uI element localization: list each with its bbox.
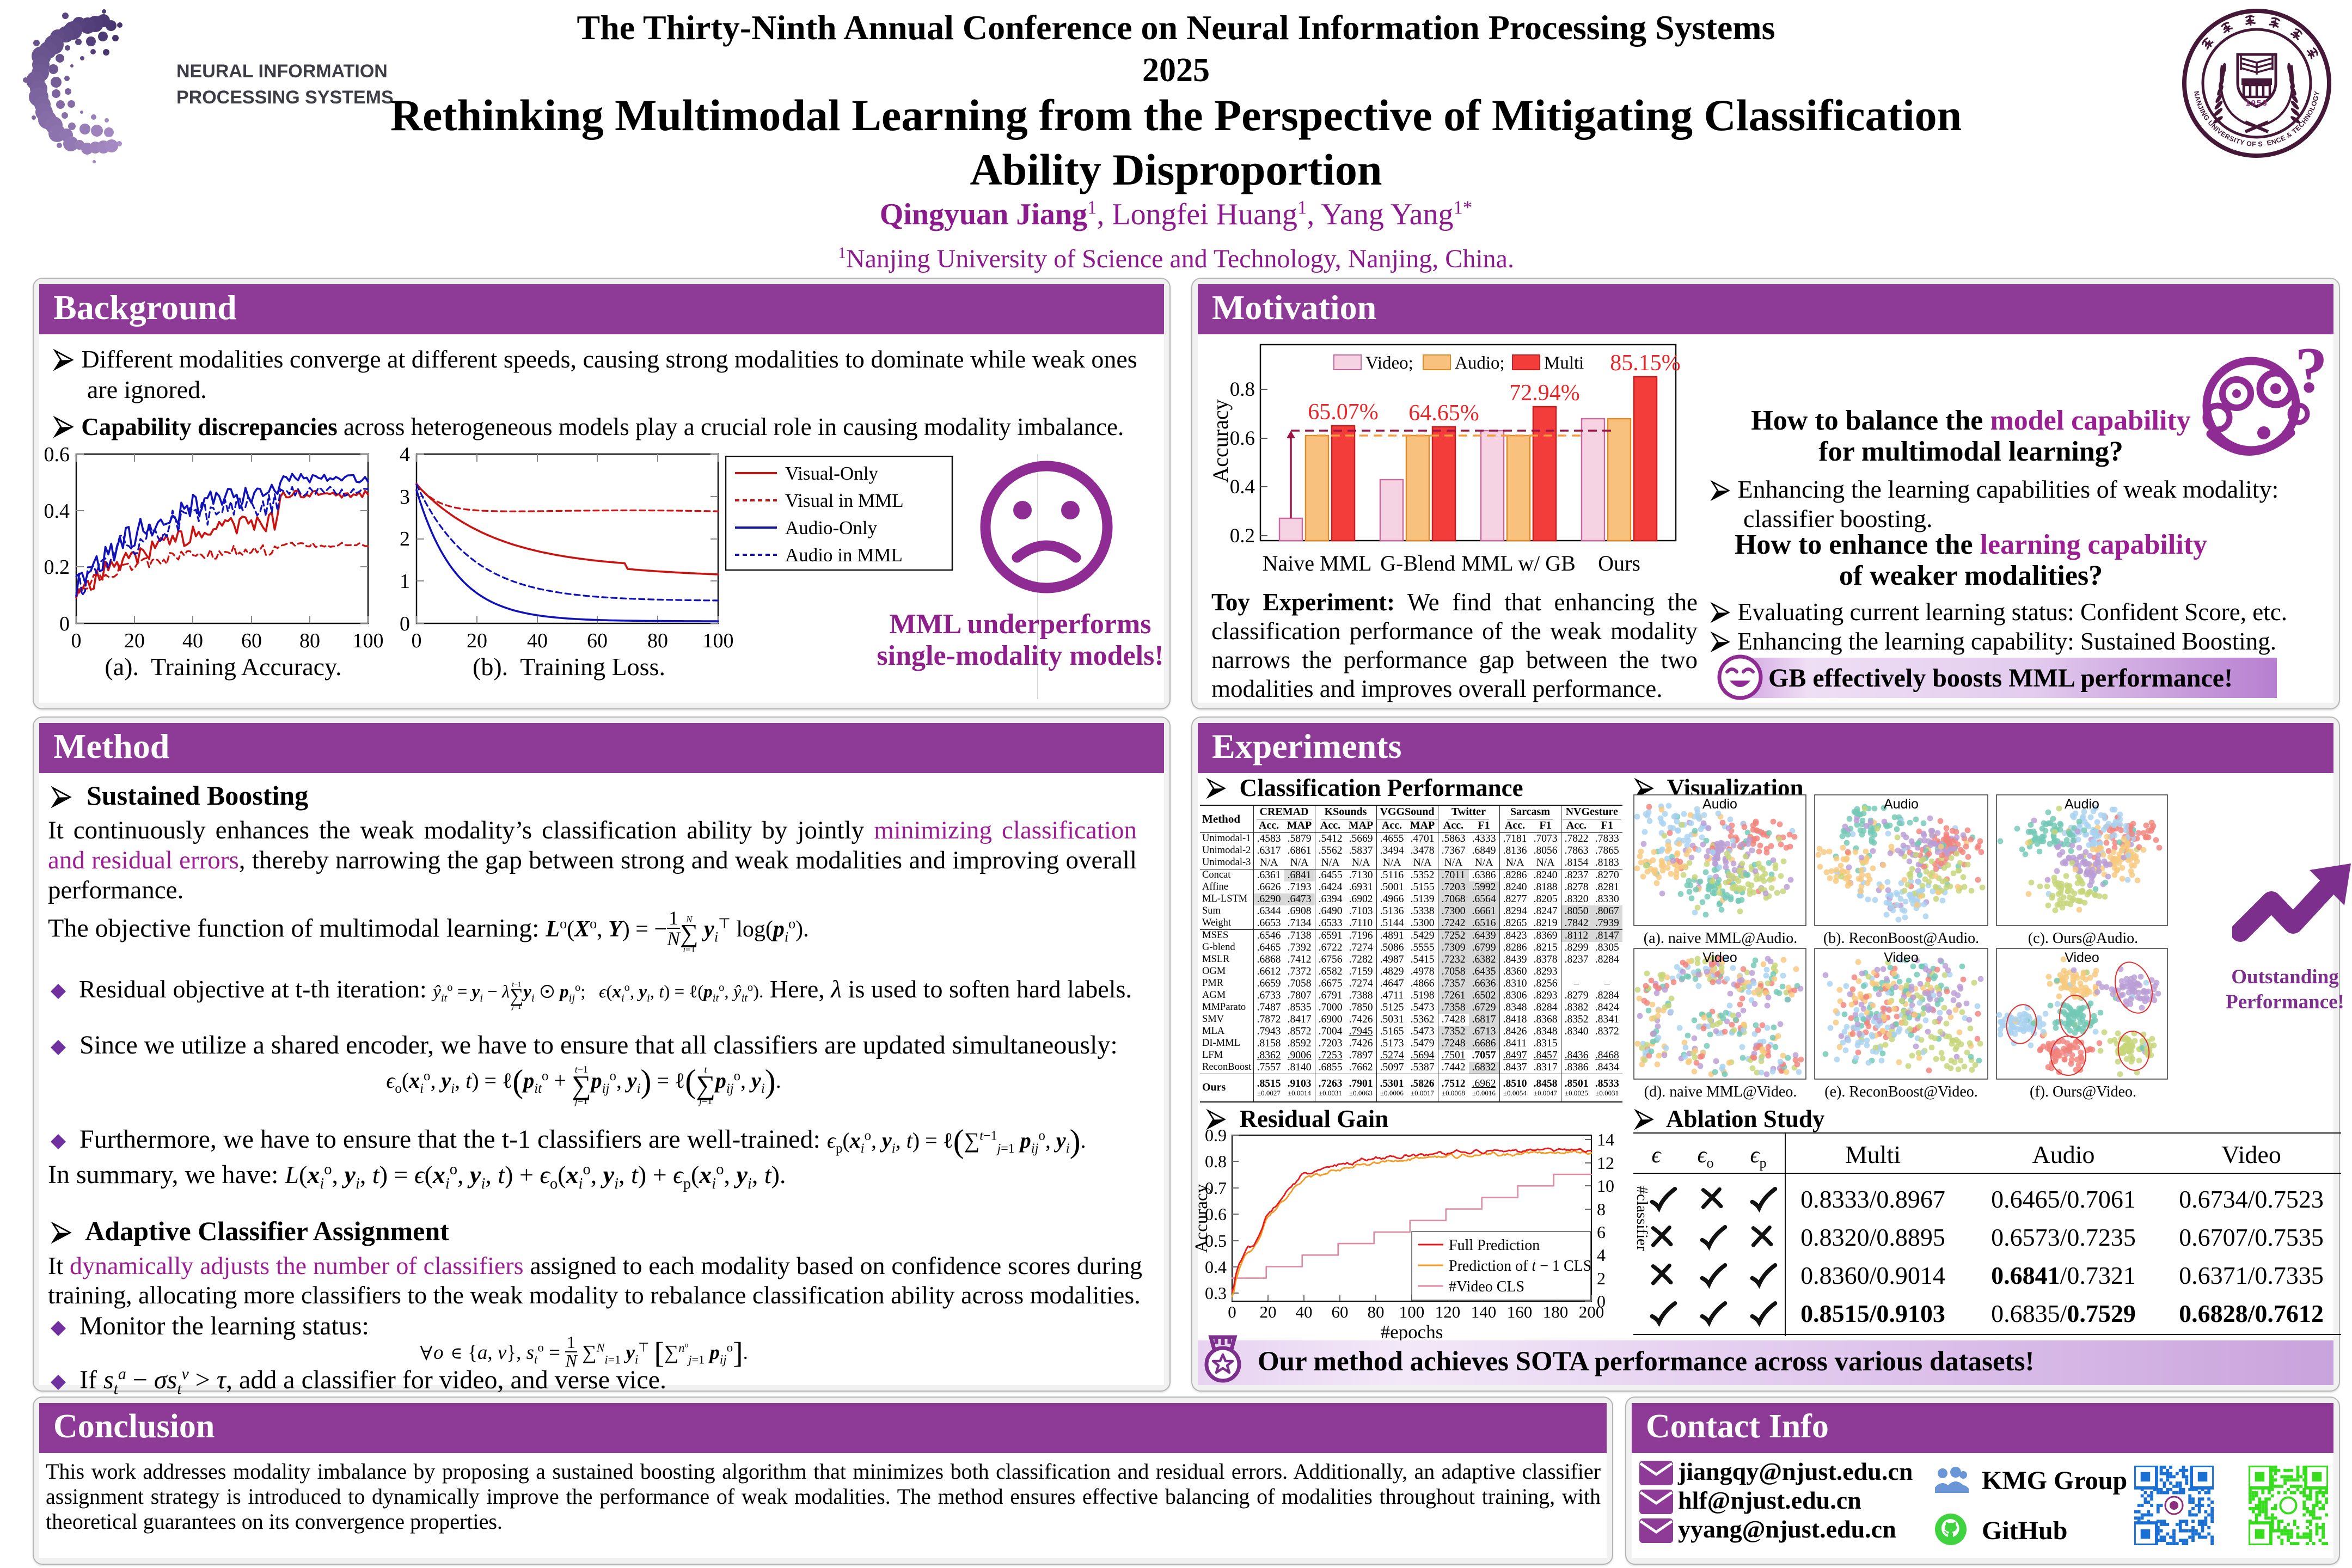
svg-text:100: 100 xyxy=(1399,1302,1425,1321)
svg-text:40: 40 xyxy=(1296,1302,1313,1321)
svg-text:Visual-Only: Visual-Only xyxy=(785,463,878,484)
svg-text:80: 80 xyxy=(647,629,668,652)
svg-text:85.15%: 85.15% xyxy=(1610,351,1681,376)
svg-text:1953: 1953 xyxy=(2245,99,2268,108)
svg-text:0.9: 0.9 xyxy=(1205,1125,1227,1145)
svg-text:0.6: 0.6 xyxy=(44,443,70,466)
svg-text:?: ? xyxy=(2295,340,2328,406)
svg-text:64.65%: 64.65% xyxy=(1408,401,1479,426)
svg-text:Ours: Ours xyxy=(1598,551,1640,575)
svg-text:0.7: 0.7 xyxy=(1205,1178,1227,1198)
svg-text:0: 0 xyxy=(71,629,82,652)
svg-text:0: 0 xyxy=(59,612,70,635)
svg-text:Accuracy: Accuracy xyxy=(1192,1184,1211,1253)
svg-text:#Video CLS: #Video CLS xyxy=(1449,1278,1524,1295)
svg-text:65.07%: 65.07% xyxy=(1308,400,1379,425)
svg-text:0.6: 0.6 xyxy=(1230,427,1255,450)
svg-text:Audio: Audio xyxy=(1884,797,1919,812)
svg-text:Audio: Audio xyxy=(1702,797,1737,812)
svg-text:Visual in MML: Visual in MML xyxy=(785,490,904,511)
svg-text:0.5: 0.5 xyxy=(1205,1231,1227,1251)
svg-text:10: 10 xyxy=(1597,1176,1614,1196)
svg-text:#epochs: #epochs xyxy=(1381,1321,1443,1343)
svg-text:Audio in MML: Audio in MML xyxy=(785,544,903,566)
svg-text:60: 60 xyxy=(241,629,262,652)
svg-text:180: 180 xyxy=(1543,1302,1569,1321)
svg-text:20: 20 xyxy=(124,629,145,652)
svg-text:20: 20 xyxy=(1260,1302,1277,1321)
svg-text:Video: Video xyxy=(2065,950,2099,965)
svg-text:0: 0 xyxy=(412,629,422,652)
svg-text:2: 2 xyxy=(1597,1269,1606,1288)
svg-text:0.2: 0.2 xyxy=(44,556,70,579)
svg-text:8: 8 xyxy=(1597,1199,1606,1219)
svg-text:Multi: Multi xyxy=(1544,353,1584,373)
svg-text:Video;: Video; xyxy=(1365,353,1413,373)
svg-text:G-Blend: G-Blend xyxy=(1380,551,1455,575)
svg-text:60: 60 xyxy=(1332,1302,1349,1321)
svg-text:Audio;: Audio; xyxy=(1455,353,1505,373)
svg-text:6: 6 xyxy=(1597,1222,1606,1242)
svg-text:40: 40 xyxy=(182,629,203,652)
svg-text:Video: Video xyxy=(1884,950,1919,965)
svg-text:0.8: 0.8 xyxy=(1230,378,1255,401)
svg-text:0: 0 xyxy=(400,612,410,635)
svg-text:3: 3 xyxy=(400,486,410,509)
svg-text:0.3: 0.3 xyxy=(1205,1283,1227,1303)
svg-text:NEURAL INFORMATION: NEURAL INFORMATION xyxy=(176,61,388,82)
svg-text:MML w/ GB: MML w/ GB xyxy=(1461,551,1576,575)
svg-text:2: 2 xyxy=(400,528,410,550)
svg-text:160: 160 xyxy=(1507,1302,1533,1321)
svg-text:100: 100 xyxy=(703,629,734,652)
svg-text:Audio: Audio xyxy=(2065,797,2099,812)
svg-text:#classifier: #classifier xyxy=(1633,1186,1651,1251)
svg-text:100: 100 xyxy=(353,629,384,652)
svg-text:20: 20 xyxy=(467,629,487,652)
svg-text:72.94%: 72.94% xyxy=(1509,381,1580,406)
svg-text:80: 80 xyxy=(299,629,320,652)
svg-text:40: 40 xyxy=(527,629,548,652)
svg-text:200: 200 xyxy=(1579,1302,1604,1321)
svg-text:14: 14 xyxy=(1597,1130,1614,1149)
svg-text:0: 0 xyxy=(1228,1302,1236,1321)
svg-text:0.4: 0.4 xyxy=(1205,1257,1227,1277)
svg-text:0.8: 0.8 xyxy=(1205,1152,1227,1171)
svg-text:Audio-Only: Audio-Only xyxy=(785,517,878,538)
svg-text:0: 0 xyxy=(1597,1291,1606,1311)
svg-text:12: 12 xyxy=(1597,1153,1614,1173)
svg-text:0.4: 0.4 xyxy=(44,500,70,523)
svg-text:4: 4 xyxy=(400,443,410,466)
svg-text:4: 4 xyxy=(1597,1245,1606,1265)
svg-text:Naive MML: Naive MML xyxy=(1262,551,1371,575)
svg-text:Full Prediction: Full Prediction xyxy=(1449,1237,1540,1254)
svg-text:0.2: 0.2 xyxy=(1230,525,1255,547)
svg-text:1: 1 xyxy=(400,570,410,593)
svg-text:Accuracy: Accuracy xyxy=(1208,399,1233,482)
svg-text:0.6: 0.6 xyxy=(1205,1204,1227,1224)
svg-text:Prediction of t − 1 CLS: Prediction of t − 1 CLS xyxy=(1449,1258,1591,1275)
svg-text:PROCESSING SYSTEMS: PROCESSING SYSTEMS xyxy=(176,87,394,108)
svg-text:80: 80 xyxy=(1368,1302,1385,1321)
svg-text:140: 140 xyxy=(1471,1302,1497,1321)
svg-text:0.4: 0.4 xyxy=(1230,476,1255,498)
svg-text:Video: Video xyxy=(1702,950,1737,965)
svg-text:120: 120 xyxy=(1435,1302,1461,1321)
svg-text:60: 60 xyxy=(587,629,608,652)
